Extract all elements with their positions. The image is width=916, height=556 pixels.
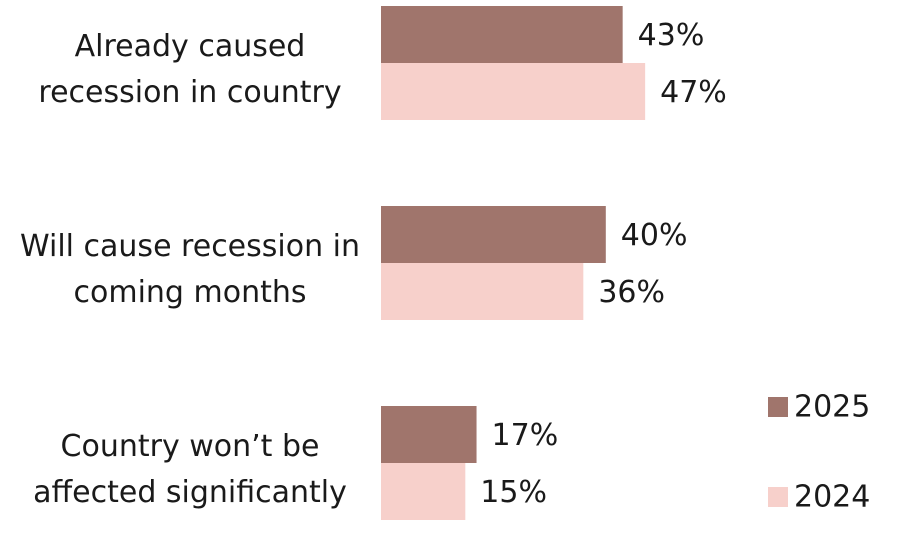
bar xyxy=(381,406,477,463)
bar xyxy=(381,206,606,263)
bar xyxy=(381,263,584,320)
legend-swatch xyxy=(768,487,788,507)
value-label: 47% xyxy=(660,75,727,110)
legend-label: 2024 xyxy=(794,480,870,515)
value-label: 17% xyxy=(492,418,559,453)
legend-label: 2025 xyxy=(794,390,870,425)
value-label: 36% xyxy=(598,275,665,310)
legend-swatch xyxy=(768,397,788,417)
value-label: 40% xyxy=(621,218,688,253)
bar xyxy=(381,463,466,520)
value-label: 43% xyxy=(638,18,705,53)
category-label: Will cause recession in coming months xyxy=(20,229,360,310)
bar xyxy=(381,63,646,120)
category-label: Country won’t be affected significantly xyxy=(33,429,347,510)
category-label: Already caused recession in country xyxy=(38,29,342,110)
bar xyxy=(381,6,623,63)
value-label: 15% xyxy=(480,475,547,510)
